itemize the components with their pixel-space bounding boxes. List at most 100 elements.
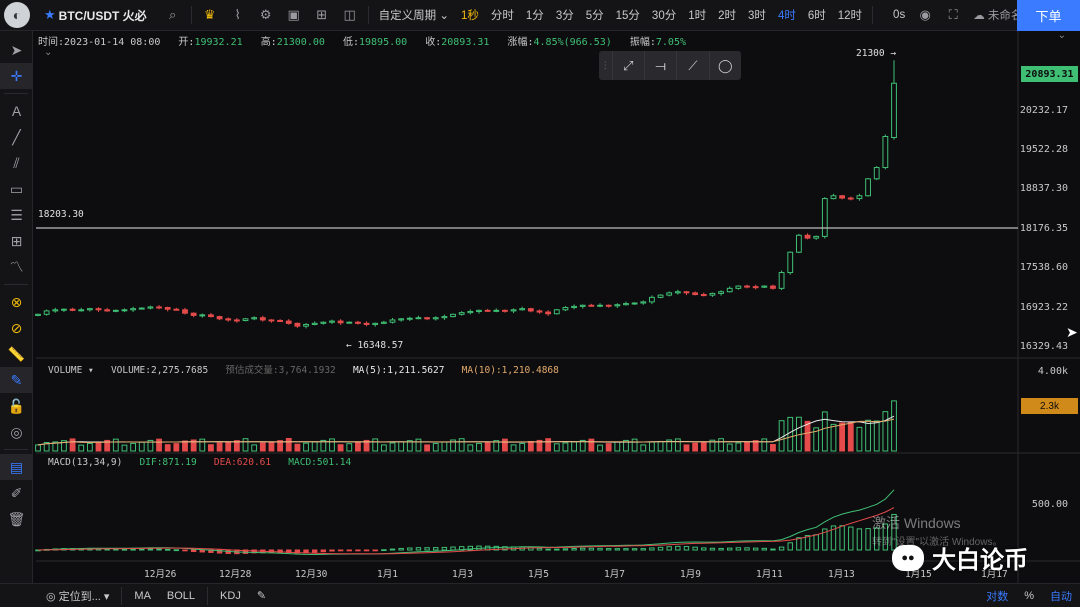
settings-small-icon[interactable]: ⌄ [1057, 30, 1066, 41]
draw-mode-icon[interactable]: ✎ [0, 367, 33, 393]
interval-tab-30m[interactable]: 30分 [651, 10, 677, 22]
interval-tab-15m[interactable]: 15分 [615, 10, 640, 22]
macd-bar [882, 523, 889, 551]
auto-scale-toggle[interactable]: 自动 [1050, 590, 1072, 603]
strong-magnet-icon[interactable]: ⊘ [10, 319, 23, 336]
volume-bar [631, 438, 638, 452]
cursor-arrow-icon[interactable]: ➤ [10, 41, 23, 58]
macd-bar [199, 549, 205, 553]
indicator-ma[interactable]: MA [134, 589, 151, 602]
candle-body [597, 304, 603, 307]
layout-icon[interactable]: ◫ [343, 7, 356, 22]
symbol-name[interactable]: BTC/USDT 火必 [58, 8, 147, 23]
volume-bar [208, 444, 214, 452]
hline-tool-icon[interactable]: ⟞ [643, 51, 676, 80]
interval-tab-3m[interactable]: 3分 [555, 10, 574, 22]
order-button[interactable]: 下单 [1017, 0, 1080, 31]
lock-icon[interactable]: 🔓 [7, 397, 26, 414]
candle-body [424, 317, 430, 320]
fib-tool-icon[interactable]: ⫽ [13, 154, 20, 171]
volume-bar [311, 441, 318, 452]
indicator-boll[interactable]: BOLL [166, 589, 196, 602]
ruler-icon[interactable]: 📏 [7, 345, 26, 362]
date-tick: 1月5 [528, 569, 549, 580]
macd-bar [683, 546, 690, 551]
volume-bar [303, 442, 309, 452]
macd-bar [355, 549, 361, 552]
ellipse-tool-icon[interactable]: ◯ [708, 51, 741, 80]
save-icon[interactable]: ⊞ [316, 7, 328, 22]
macd-bar [311, 549, 318, 553]
wave-tool-icon[interactable]: 〽 [9, 259, 24, 275]
indicator-icon[interactable]: ⌇ [234, 7, 241, 22]
divider [367, 6, 369, 24]
favorite-star-icon[interactable]: ★ [44, 7, 56, 22]
seconds-toggle[interactable]: 0s [893, 9, 906, 21]
trend-line-icon[interactable]: ╱ [12, 128, 21, 145]
fullscreen-icon[interactable]: ⛶ [948, 7, 958, 22]
interval-tab-4h[interactable]: 4时 [777, 10, 796, 22]
grid-tool-icon[interactable]: ⊞ [10, 232, 23, 249]
text-tool-icon[interactable]: A [11, 103, 22, 119]
trash-icon[interactable]: 🗑 [7, 510, 26, 527]
windows-activation-title: 激活 Windows [872, 515, 961, 531]
app-logo[interactable]: ◐ [4, 2, 30, 28]
crosshair-icon[interactable]: ✛ [0, 63, 33, 89]
camera-icon[interactable]: ◉ [919, 7, 931, 22]
search-icon[interactable]: ⌕ [169, 7, 177, 22]
rectangle-tool-icon[interactable]: ▭ [9, 180, 24, 197]
candle-body [467, 310, 474, 314]
crown-icon[interactable]: ♛ [203, 7, 216, 22]
price-tick: 16329.43 [1019, 341, 1068, 352]
interval-tab-3h[interactable]: 3时 [748, 10, 766, 22]
collapse-chevron-icon[interactable]: ⌄ [44, 47, 53, 58]
candle-body [813, 235, 820, 239]
volume-bar [502, 438, 508, 452]
settings-gear-icon[interactable]: ⚙ [259, 7, 272, 22]
eye-icon[interactable]: ◎ [10, 423, 23, 440]
candle-body [259, 317, 266, 321]
volume-bar [735, 442, 742, 452]
drag-handle-icon[interactable]: ⋮ [600, 60, 610, 70]
interval-tab-6h[interactable]: 6时 [807, 10, 826, 22]
volume-bar [744, 441, 750, 452]
volume-bar [121, 444, 128, 452]
macd-bar [147, 548, 154, 551]
macd-bar [761, 547, 768, 551]
horizontal-lines-icon[interactable]: ☰ [10, 206, 23, 223]
log-scale-toggle[interactable]: 对数 [986, 590, 1009, 603]
interval-tab-1h[interactable]: 1时 [688, 10, 707, 22]
interval-tab-2h[interactable]: 2时 [718, 10, 737, 22]
edit-icon[interactable]: ✎ [256, 590, 267, 602]
volume-bar [752, 440, 759, 452]
candlestick-chart[interactable] [0, 31, 1080, 583]
macd-bar [657, 546, 664, 551]
volume-bar [242, 438, 249, 452]
interval-tab-5m[interactable]: 5分 [585, 10, 604, 22]
date-tick: 12月30 [295, 569, 328, 580]
magnet-icon[interactable]: ⊗ [10, 293, 23, 310]
locate-button[interactable]: ◎ 定位到... ▾ [46, 590, 110, 603]
indicator-kdj[interactable]: KDJ [220, 589, 241, 602]
mouse-cursor-icon: ➤ [1066, 324, 1078, 340]
volume-bar [692, 442, 699, 452]
ray-tool-icon[interactable]: ⤢ [611, 51, 644, 80]
segment-tool-icon[interactable]: ⟋ [676, 51, 708, 80]
custom-period-dropdown[interactable]: 自定义周期 ⌄ [378, 10, 449, 22]
interval-tab-12h[interactable]: 12时 [837, 10, 863, 22]
macd-panel-header: MACD(13,34,9) DIF:871.19 DEA:620.61 MACD… [48, 457, 352, 468]
volume-bar [233, 440, 240, 452]
macd-bar [433, 547, 439, 551]
object-tree-icon[interactable]: ▤ [0, 454, 33, 480]
volume-axis-top: 4.00k [1037, 366, 1068, 377]
macd-bar [735, 547, 742, 551]
interval-tab-timeline[interactable]: 分时 [490, 10, 514, 22]
percent-scale-toggle[interactable]: % [1024, 589, 1034, 602]
interval-tab-1m[interactable]: 1分 [525, 10, 544, 22]
candle-body [579, 304, 586, 307]
template-icon[interactable]: ▣ [287, 7, 300, 22]
candle-body [735, 285, 742, 289]
edit-list-icon[interactable]: ✐ [10, 484, 23, 501]
volume-bar [251, 444, 258, 452]
interval-tab-1s[interactable]: 1秒 [461, 10, 479, 22]
